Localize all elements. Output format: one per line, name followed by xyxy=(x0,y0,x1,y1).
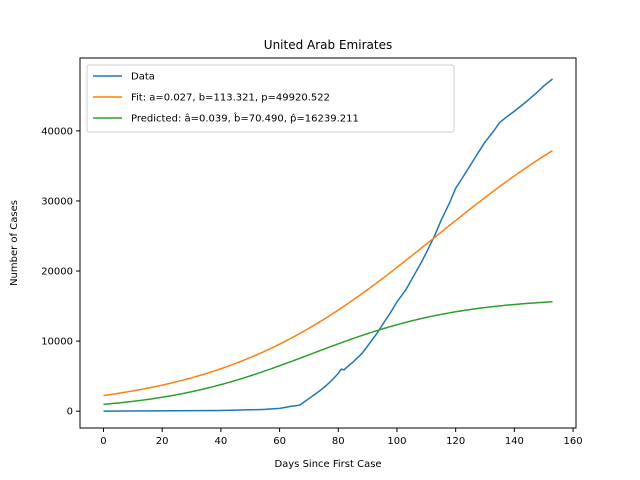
x-tick-label: 100 xyxy=(387,436,406,447)
x-tick-label: 60 xyxy=(273,436,286,447)
legend-label: Fit: a=0.027, b=113.321, p=49920.522 xyxy=(131,93,330,104)
series-line-0 xyxy=(103,78,553,412)
series-line-2 xyxy=(103,301,553,406)
legend-box xyxy=(86,64,455,133)
series-line-1 xyxy=(103,149,553,397)
legend-label: Data xyxy=(131,72,155,83)
legend-label: Predicted: â=0.039, b̂=70.490, p̂=16239.… xyxy=(131,112,359,125)
x-tick-label: 0 xyxy=(100,436,106,447)
x-tick-label: 120 xyxy=(446,436,465,447)
y-tick-label: 20000 xyxy=(41,267,73,278)
y-tick-label: 40000 xyxy=(41,126,73,137)
series-layer xyxy=(103,78,553,412)
y-tick-label: 30000 xyxy=(41,196,73,207)
y-tick-label: 0 xyxy=(67,407,73,418)
x-tick-label: 140 xyxy=(505,436,524,447)
y-axis: 0 10000 20000 30000 40000 xyxy=(41,126,80,418)
x-tick-label: 80 xyxy=(332,436,345,447)
plot-frame xyxy=(79,57,577,429)
x-tick-label: 160 xyxy=(564,436,583,447)
y-tick-label: 10000 xyxy=(41,337,73,348)
legend: Data Fit: a=0.027, b=113.321, p=49920.522… xyxy=(86,64,455,133)
chart-title: United Arab Emirates xyxy=(264,38,392,52)
x-axis-label: Days Since First Case xyxy=(274,459,381,470)
x-axis: 0 20 40 60 80 100 120 140 160 xyxy=(100,428,583,447)
y-axis-label: Number of Cases xyxy=(9,200,20,286)
x-tick-label: 40 xyxy=(215,436,228,447)
x-tick-label: 20 xyxy=(156,436,169,447)
